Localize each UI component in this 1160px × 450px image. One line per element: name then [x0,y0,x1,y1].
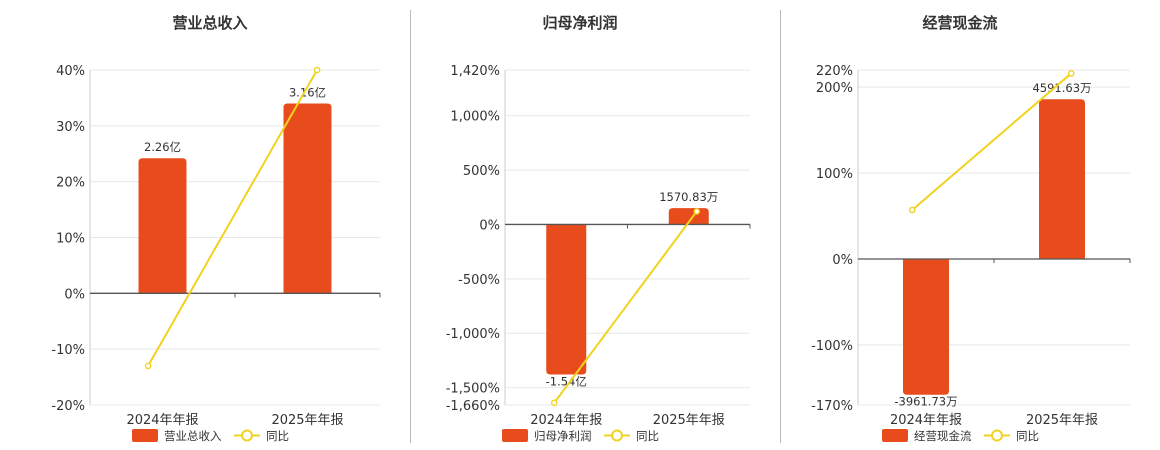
yoy-point [550,399,558,407]
legend-label: 归母净利润 [534,429,592,443]
chart-panel-3: 经营现金流 220% 200% 100% 0% -100% -170% -3961.73万 45… [811,14,1131,443]
legend-swatch-marker [991,429,1003,442]
y-tick-label: 10% [56,232,85,247]
chart-panel-2: 归母净利润 1,420% 1,000% 500% 0% -500% -1,000% -1,50… [446,14,751,443]
y-tick-label: 100% [816,167,853,182]
yoy-line [911,72,1072,211]
data-label: -3961.73万 [894,395,957,409]
legend-swatch-marker [241,429,253,442]
y-tick-label: 0% [64,287,85,302]
chart-title: 营业总收入 [172,14,247,32]
legend-label: 同比 [1016,429,1039,443]
bar-2025年年报 [283,103,332,294]
yoy-point [313,66,321,74]
x-category-label: 2024年年报 [530,413,602,428]
legend-swatch-bar [502,429,528,442]
y-tick-label: -20% [51,399,85,414]
legend-label: 同比 [266,429,289,443]
y-tick-label: 20% [56,176,85,191]
y-tick-label: 40% [56,64,85,79]
bar-2024年年报 [903,258,949,395]
y-tick-label: -100% [811,339,853,354]
bar-2025年年报 [1039,99,1085,259]
chart-title: 经营现金流 [922,14,997,32]
y-tick-label: 0% [479,218,500,233]
bar-2024年年报 [138,158,187,294]
yoy-line [553,210,698,404]
y-tick-label: -1,660% [446,399,500,414]
y-tick-label: -170% [811,399,853,414]
yoy-point [1067,70,1075,77]
legend: 归母净利润 同比 [502,429,659,443]
y-tick-label: -500% [458,273,500,288]
legend: 经营现金流 同比 [882,429,1039,443]
y-tick-label: 0% [832,253,853,268]
data-label: 1570.83万 [659,190,718,204]
data-label: 4591.63万 [1032,81,1091,95]
chart-panel-1: 营业总收入 40% 30% 20% 10% 0% -10% -20% 2.26亿 3.16亿 202… [51,14,381,443]
x-category-label: 2025年年报 [1026,413,1098,428]
x-category-label: 2024年年报 [890,413,962,428]
data-label: 3.16亿 [289,86,326,100]
legend-label: 同比 [636,429,659,443]
y-tick-label: 220% [816,64,853,79]
yoy-point [693,208,701,215]
y-tick-label: 1,000% [450,110,500,125]
legend: 营业总收入 同比 [132,429,289,443]
y-tick-label: -10% [51,343,85,358]
y-tick-label: -1,000% [446,327,500,342]
y-tick-label: 500% [463,164,500,179]
y-tick-label: 1,420% [450,64,500,79]
x-category-label: 2024年年报 [126,413,198,428]
data-label: 2.26亿 [144,140,181,154]
bar-2024年年报 [546,224,587,375]
x-category-label: 2025年年报 [653,413,725,428]
legend-swatch-bar [882,429,908,442]
yoy-line [147,69,318,367]
legend-swatch-marker [611,429,623,442]
x-category-label: 2025年年报 [271,413,343,428]
data-label: -1.54亿 [546,375,587,389]
yoy-point [908,206,916,214]
yoy-point [144,362,152,370]
y-tick-label: 200% [816,81,853,96]
legend-swatch-bar [132,429,158,442]
y-tick-label: 30% [56,120,85,135]
legend-label: 营业总收入 [164,429,222,443]
legend-label: 经营现金流 [914,429,972,443]
chart-title: 归母净利润 [542,14,617,32]
y-tick-label: -1,500% [446,382,500,397]
